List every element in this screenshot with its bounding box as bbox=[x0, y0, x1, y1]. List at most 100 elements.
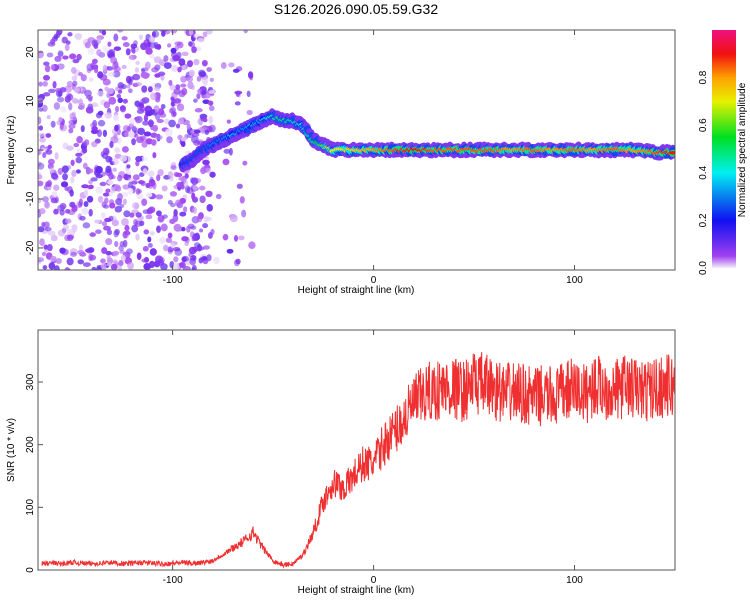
noise-blob bbox=[42, 104, 48, 113]
noise-blob bbox=[134, 67, 140, 73]
noise-blob bbox=[43, 74, 50, 81]
noise-blob bbox=[106, 262, 113, 267]
noise-blob bbox=[199, 228, 204, 233]
noise-blob bbox=[128, 88, 133, 94]
bottom-xlabel: Height of straight line (km) bbox=[298, 585, 415, 596]
noise-blob bbox=[62, 55, 69, 60]
noise-blob bbox=[170, 242, 175, 249]
noise-blob bbox=[156, 225, 161, 233]
noise-blob bbox=[138, 34, 143, 40]
noise-blob bbox=[173, 98, 182, 104]
noise-blob bbox=[229, 214, 238, 223]
noise-blob bbox=[145, 214, 153, 220]
noise-blob bbox=[161, 185, 168, 192]
noise-blob bbox=[108, 96, 117, 105]
noise-blob bbox=[42, 92, 51, 97]
noise-blob bbox=[188, 30, 194, 36]
noise-blob bbox=[97, 37, 102, 44]
noise-blob bbox=[95, 112, 103, 119]
noise-blob bbox=[119, 155, 128, 162]
noise-blob bbox=[148, 260, 156, 269]
noise-blob bbox=[192, 246, 198, 253]
noise-blob bbox=[71, 169, 77, 178]
noise-blob bbox=[102, 152, 109, 160]
noise-blob bbox=[52, 81, 57, 89]
noise-blob bbox=[226, 248, 234, 254]
noise-blob bbox=[97, 195, 104, 203]
noise-blob bbox=[142, 120, 149, 126]
noise-blob bbox=[94, 219, 101, 224]
noise-blob bbox=[157, 169, 164, 177]
noise-blob bbox=[135, 155, 143, 163]
noise-blob bbox=[68, 123, 76, 129]
noise-blob bbox=[202, 99, 210, 105]
noise-blob bbox=[48, 88, 56, 94]
noise-blob bbox=[153, 56, 162, 64]
noise-blob bbox=[105, 250, 112, 256]
noise-blob bbox=[124, 113, 132, 119]
noise-blob bbox=[90, 177, 98, 182]
noise-blob bbox=[46, 52, 54, 58]
noise-blob bbox=[168, 119, 176, 128]
noise-blob bbox=[208, 100, 214, 106]
noise-blob bbox=[53, 33, 59, 40]
noise-blob bbox=[178, 262, 184, 268]
noise-blob bbox=[69, 112, 76, 120]
noise-blob bbox=[38, 132, 45, 138]
noise-blob bbox=[122, 191, 129, 197]
noise-blob bbox=[149, 176, 154, 184]
noise-blob bbox=[171, 110, 176, 118]
noise-blob bbox=[116, 93, 122, 99]
noise-blob bbox=[156, 118, 164, 123]
noise-blob bbox=[228, 147, 233, 156]
noise-blob bbox=[200, 167, 206, 175]
noise-blob bbox=[173, 88, 181, 95]
noise-blob bbox=[102, 45, 110, 53]
noise-blob bbox=[70, 176, 75, 184]
noise-blob bbox=[125, 48, 131, 56]
noise-blob bbox=[222, 158, 230, 166]
noise-blob bbox=[46, 243, 53, 252]
noise-blob bbox=[75, 152, 83, 157]
noise-blob bbox=[157, 108, 165, 116]
noise-blob bbox=[43, 221, 50, 228]
noise-blob bbox=[197, 246, 205, 251]
noise-blob bbox=[135, 233, 140, 241]
noise-blob bbox=[222, 233, 229, 241]
noise-blob bbox=[237, 235, 245, 241]
noise-blob bbox=[191, 264, 197, 270]
noise-blob bbox=[109, 141, 114, 149]
noise-blob bbox=[105, 188, 111, 193]
noise-blob bbox=[65, 218, 72, 224]
noise-blob bbox=[183, 179, 189, 188]
noise-blob bbox=[82, 162, 88, 170]
noise-blob bbox=[84, 41, 91, 49]
noise-blob bbox=[239, 196, 245, 204]
noise-blob bbox=[121, 36, 128, 41]
noise-blob bbox=[96, 169, 102, 174]
top-xtick-label: 0 bbox=[371, 275, 377, 286]
noise-blob bbox=[223, 148, 231, 154]
noise-blob bbox=[39, 208, 46, 215]
noise-blob bbox=[64, 43, 70, 52]
noise-blob bbox=[67, 32, 73, 37]
noise-blob bbox=[170, 165, 177, 171]
noise-blob bbox=[172, 262, 180, 270]
noise-blob bbox=[54, 55, 62, 63]
noise-blob bbox=[69, 53, 77, 60]
noise-blob bbox=[174, 199, 182, 207]
noise-blob bbox=[226, 119, 231, 124]
noise-blob bbox=[206, 30, 213, 35]
noise-blob bbox=[82, 222, 91, 229]
noise-blob bbox=[96, 90, 105, 97]
noise-blob bbox=[41, 251, 47, 257]
noise-blob bbox=[68, 128, 74, 134]
noise-blob bbox=[97, 71, 104, 79]
noise-blob bbox=[79, 215, 86, 221]
noise-blob bbox=[172, 54, 181, 62]
noise-blob bbox=[246, 109, 253, 116]
noise-blob bbox=[59, 202, 67, 210]
noise-blob bbox=[194, 107, 203, 113]
noise-blob bbox=[69, 189, 74, 197]
noise-blob bbox=[83, 200, 89, 208]
